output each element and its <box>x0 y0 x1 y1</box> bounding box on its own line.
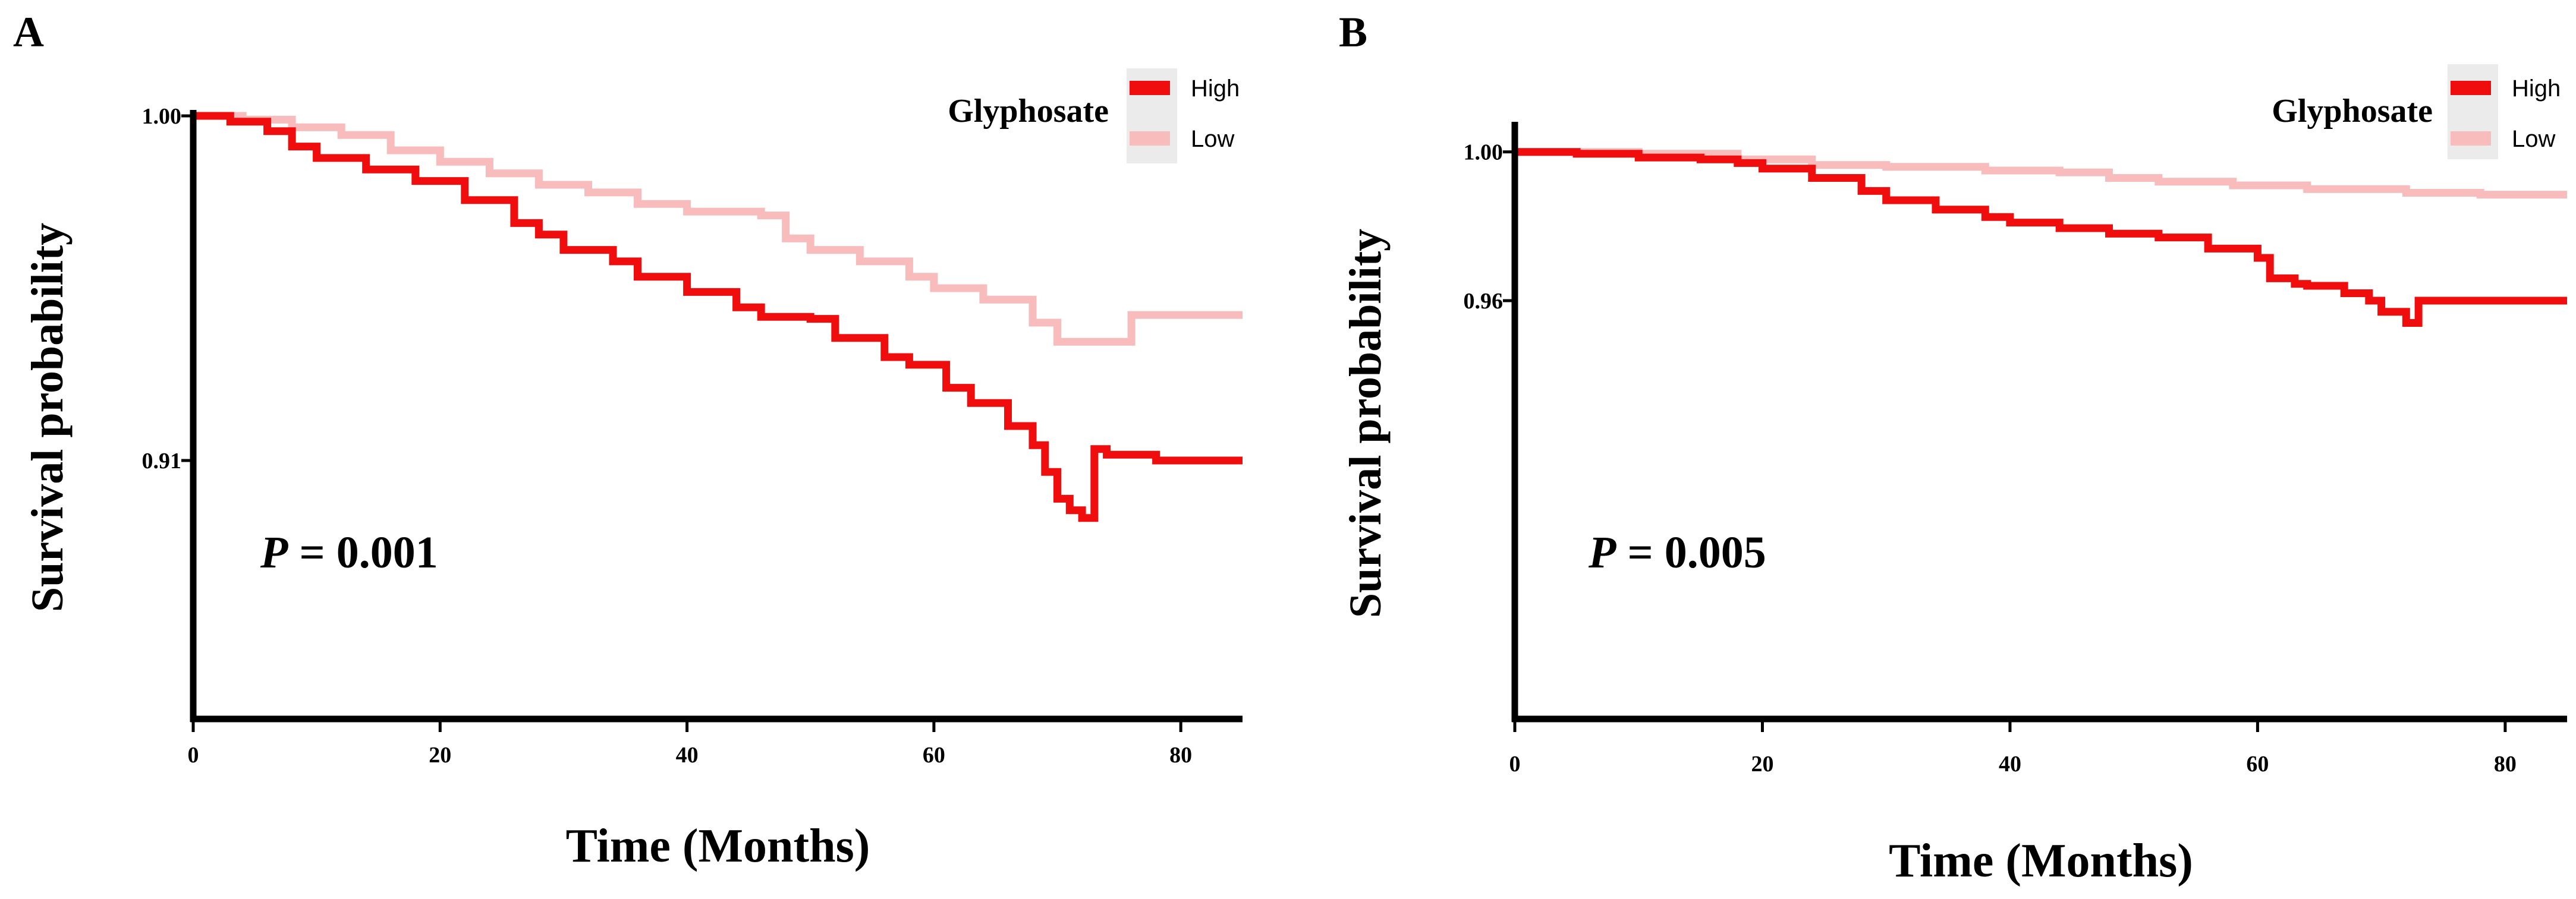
panel-a-label: A <box>13 8 44 56</box>
panel-a-x-tick-label: 20 <box>429 743 451 768</box>
panel-a-x-tick-label: 40 <box>676 743 699 768</box>
panel-b-label: B <box>1339 8 1367 56</box>
panel-a-series-low-line <box>193 112 1243 346</box>
panel-b-x-tick-label: 80 <box>2494 752 2517 777</box>
panel-b-x-tick-label: 40 <box>1999 752 2021 777</box>
panel-b-y-tick-label: 1.00 <box>1464 140 1504 165</box>
panel-b-legend-label-high: High <box>2512 75 2561 102</box>
panel-a-x-tick-label: 0 <box>188 743 199 768</box>
panel-b-legend-title: Glyphosate <box>2272 93 2433 130</box>
panel-b-x-tick-label: 60 <box>2246 752 2269 777</box>
panel-a-p-value-annotation: P = 0.001 <box>260 528 438 578</box>
panel-b-y-tick-label: 0.96 <box>1464 289 1504 314</box>
panel-a-series-high-line <box>193 112 1243 522</box>
panel-a-p-value-symbol: P <box>260 528 288 578</box>
panel-b-p-value-text: = 0.005 <box>1616 528 1766 578</box>
panel-a-legend-label-low: Low <box>1191 126 1234 152</box>
panel-b-legend-label-low: Low <box>2512 126 2555 152</box>
panel-a-x-tick-label: 60 <box>923 743 945 768</box>
panel-b-p-value-annotation: P = 0.005 <box>1588 528 1766 578</box>
panel-a-y-tick-label: 1.00 <box>142 104 182 129</box>
panel-b-x-tick-label: 0 <box>1509 752 1521 777</box>
panel-b-p-value-symbol: P <box>1588 528 1616 578</box>
panel-a-x-axis-title: Time (Months) <box>566 820 870 872</box>
panel-a-x-tick-label: 80 <box>1169 743 1192 768</box>
panel-b-y-axis-title: Survival probability <box>1341 229 1391 618</box>
panel-a-y-axis-title: Survival probability <box>23 223 73 612</box>
panel-b-x-axis-title: Time (Months) <box>1889 835 2193 887</box>
panel-b-series-high-line <box>1515 148 2567 327</box>
panel-b-x-tick-label: 20 <box>1751 752 1773 777</box>
panel-a-legend-label-high: High <box>1191 75 1240 102</box>
panel-a-legend-title: Glyphosate <box>948 93 1109 130</box>
panel-a-y-tick-label: 0.91 <box>142 449 182 474</box>
panel-a-p-value-text: = 0.001 <box>288 528 438 578</box>
